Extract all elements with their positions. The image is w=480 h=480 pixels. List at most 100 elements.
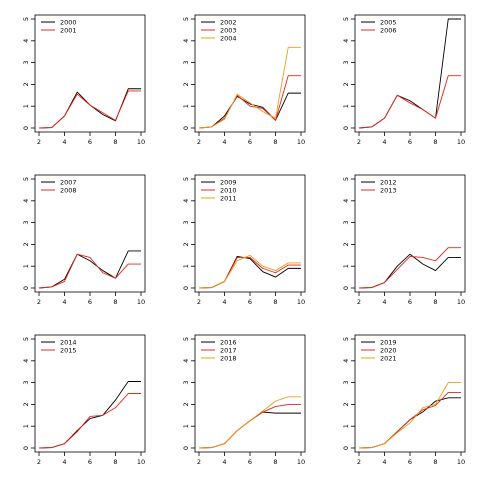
y-tick-label: 2 — [22, 242, 30, 246]
series-line-2013 — [358, 247, 461, 289]
x-tick-label: 2 — [197, 458, 201, 466]
x-tick-label: 4 — [62, 298, 66, 306]
legend-label: 2013 — [380, 186, 397, 194]
y-tick-label: 0 — [182, 446, 190, 450]
y-tick-label: 2 — [342, 242, 350, 246]
plot-frame — [354, 174, 466, 293]
x-tick-label: 10 — [457, 458, 465, 466]
x-tick-label: 4 — [222, 298, 226, 306]
y-tick-label: 5 — [342, 17, 350, 21]
y-tick-label: 3 — [342, 381, 350, 385]
y-tick-label: 0 — [342, 446, 350, 450]
series-line-2012 — [358, 253, 461, 289]
y-tick-label: 0 — [342, 126, 350, 130]
series-line-2001 — [38, 90, 141, 129]
x-tick-label: 2 — [357, 458, 361, 466]
y-tick-label: 0 — [22, 286, 30, 290]
y-tick-label: 1 — [342, 264, 350, 268]
series-line-2018 — [198, 396, 301, 449]
y-tick-label: 3 — [182, 221, 190, 225]
plot-frame — [354, 14, 466, 133]
y-tick-label: 4 — [22, 359, 30, 363]
x-tick-label: 8 — [273, 138, 277, 146]
y-tick-label: 1 — [22, 264, 30, 268]
x-tick-label: 6 — [248, 458, 252, 466]
y-tick-label: 4 — [182, 359, 190, 363]
series-line-2017 — [198, 403, 301, 449]
y-tick-label: 5 — [342, 177, 350, 181]
x-tick-label: 10 — [457, 138, 465, 146]
legend-label: 2006 — [380, 26, 397, 34]
y-tick-label: 0 — [182, 286, 190, 290]
legend-label: 2004 — [220, 34, 237, 42]
series-line-2004 — [198, 46, 301, 129]
y-tick-label: 2 — [182, 82, 190, 86]
x-tick-label: 6 — [88, 298, 92, 306]
legend-label: 2003 — [220, 26, 237, 34]
series-line-2011 — [198, 254, 301, 289]
x-tick-label: 6 — [88, 458, 92, 466]
series-line-2006 — [358, 75, 461, 129]
x-tick-label: 8 — [433, 298, 437, 306]
x-tick-label: 10 — [297, 138, 305, 146]
legend-label: 2020 — [380, 346, 397, 354]
y-tick-label: 0 — [342, 286, 350, 290]
y-tick-label: 1 — [22, 424, 30, 428]
y-tick-label: 5 — [22, 337, 30, 341]
series-line-2021 — [358, 382, 461, 449]
y-tick-label: 3 — [22, 381, 30, 385]
x-tick-label: 2 — [197, 138, 201, 146]
series-line-2002 — [198, 92, 301, 129]
y-tick-label: 2 — [182, 402, 190, 406]
series-line-2014 — [38, 381, 141, 449]
legend-label: 2012 — [380, 178, 397, 186]
x-tick-label: 6 — [88, 138, 92, 146]
plot-frame — [194, 14, 306, 133]
y-tick-label: 1 — [182, 264, 190, 268]
y-tick-label: 1 — [22, 104, 30, 108]
x-tick-label: 2 — [357, 138, 361, 146]
legend-label: 2011 — [220, 194, 237, 202]
legend-label: 2017 — [220, 346, 237, 354]
x-tick-label: 6 — [248, 138, 252, 146]
series-line-2009 — [198, 255, 301, 289]
y-tick-label: 2 — [342, 82, 350, 86]
y-tick-label: 5 — [182, 177, 190, 181]
x-tick-label: 4 — [222, 138, 226, 146]
y-tick-label: 5 — [22, 177, 30, 181]
series-line-2020 — [358, 391, 461, 449]
y-tick-label: 0 — [22, 446, 30, 450]
plot-frame — [34, 14, 146, 133]
plot-frame — [34, 174, 146, 293]
x-tick-label: 2 — [37, 298, 41, 306]
y-tick-label: 3 — [22, 221, 30, 225]
y-tick-label: 5 — [342, 337, 350, 341]
y-tick-label: 4 — [182, 39, 190, 43]
series-line-2016 — [198, 411, 301, 449]
x-tick-label: 8 — [113, 138, 117, 146]
plot-frame — [354, 334, 466, 453]
x-tick-label: 6 — [408, 458, 412, 466]
y-tick-label: 3 — [342, 61, 350, 65]
x-tick-label: 8 — [433, 458, 437, 466]
x-tick-label: 10 — [297, 458, 305, 466]
series-line-2015 — [38, 393, 141, 449]
legend-label: 2008 — [60, 186, 77, 194]
legend-label: 2007 — [60, 178, 77, 186]
x-tick-label: 8 — [273, 298, 277, 306]
legend-label: 2000 — [60, 18, 77, 26]
y-tick-label: 3 — [342, 221, 350, 225]
y-tick-label: 0 — [22, 126, 30, 130]
y-tick-label: 0 — [182, 126, 190, 130]
series-line-2000 — [38, 88, 141, 129]
x-tick-label: 6 — [408, 138, 412, 146]
plot-frame — [194, 334, 306, 453]
y-tick-label: 3 — [22, 61, 30, 65]
x-tick-label: 10 — [137, 138, 145, 146]
